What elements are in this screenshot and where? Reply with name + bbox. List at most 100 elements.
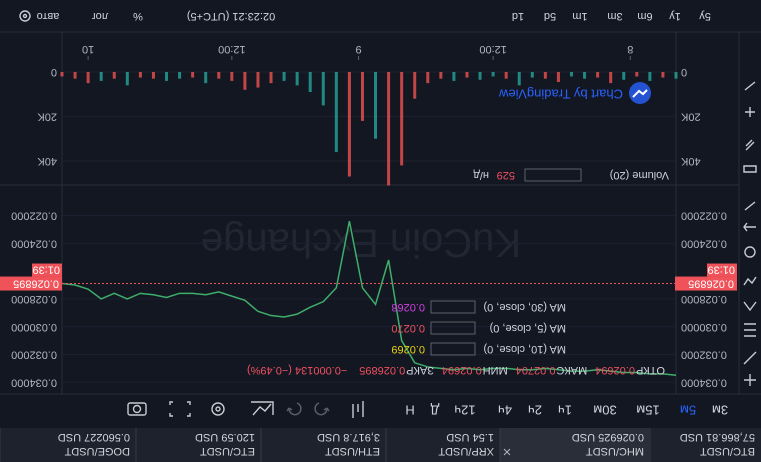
x-tick-label: 9 xyxy=(355,43,361,55)
indicator-controls[interactable] xyxy=(430,342,476,356)
interval-button[interactable]: 4ч xyxy=(498,403,512,418)
indicator-value: 0.0269 xyxy=(391,343,425,355)
volume-bar xyxy=(478,72,482,80)
range-button[interactable]: 1y xyxy=(669,10,681,22)
indicator-controls[interactable] xyxy=(430,300,476,314)
y-tick-label: 0 xyxy=(51,66,57,78)
volume-bar xyxy=(491,72,495,77)
tab-price: 1.54 USD xyxy=(446,431,494,443)
volume-bar xyxy=(191,72,195,78)
y-tick-label: 0.024000 xyxy=(11,237,57,249)
tab-symbol[interactable]: MHC/USDT xyxy=(586,445,644,457)
interval-button[interactable]: 30м xyxy=(593,403,616,418)
volume-bar xyxy=(452,72,456,81)
countdown-box xyxy=(707,263,737,277)
tab-selected-bg xyxy=(500,428,650,462)
volume-bar xyxy=(86,72,90,84)
ohlc-value: 0.026895 xyxy=(359,364,405,376)
indicator-name[interactable]: MA (30, close, 0) xyxy=(483,301,566,313)
indicator-controls[interactable] xyxy=(430,321,476,335)
volume-bar xyxy=(413,72,417,99)
tab-price: 0.560227 USD xyxy=(58,431,130,443)
interval-button[interactable]: Д xyxy=(430,403,439,418)
volume-bar xyxy=(125,72,129,86)
ohlc-value: 0.02694 xyxy=(442,364,482,376)
indicator-name[interactable]: MA (10, close, 0) xyxy=(483,343,566,355)
tab-close[interactable] xyxy=(503,448,511,456)
y-tick-label: 40K xyxy=(680,155,700,167)
last-price-box xyxy=(675,276,737,291)
interval-button[interactable]: 12ч xyxy=(454,403,475,418)
tab-symbol[interactable]: XRP/USDT xyxy=(438,445,494,457)
ohlc-value: 0.02704 xyxy=(516,364,556,376)
volume-bar xyxy=(465,72,469,78)
scale-option[interactable]: лог xyxy=(92,10,109,22)
tab-symbol[interactable]: ETC/USDT xyxy=(200,445,255,457)
volume-bar xyxy=(295,72,299,86)
volume-bar xyxy=(321,72,325,106)
tab-price: 0.026925 USD xyxy=(572,431,644,443)
watermark: KuCoin Exchange xyxy=(201,220,521,264)
interval-button[interactable]: Н xyxy=(405,403,414,418)
y-tick-label: 20K xyxy=(37,111,57,123)
range-button[interactable]: 1d xyxy=(512,10,524,22)
volume-bar xyxy=(504,72,508,79)
price-line xyxy=(61,220,677,377)
volume-bar xyxy=(374,72,378,139)
ohlc-change: −0.000134 (−0.49%) xyxy=(247,364,347,376)
tab-symbol[interactable]: DOGE/USDT xyxy=(64,445,130,457)
x-tick-label: 12:00 xyxy=(479,43,507,55)
range-button[interactable]: 6m xyxy=(637,10,652,22)
drawing-tools[interactable] xyxy=(743,81,757,386)
volume-bar xyxy=(165,72,169,81)
countdown: 01:39 xyxy=(707,264,735,276)
interval-button[interactable]: 5м xyxy=(680,403,696,418)
tab-symbol[interactable]: ETH/USDT xyxy=(325,445,380,457)
indicator-name[interactable]: MA (5, close, 0) xyxy=(490,322,566,334)
range-button[interactable]: 1m xyxy=(572,10,587,22)
volume-bar xyxy=(138,72,142,78)
range-button[interactable]: 5y xyxy=(699,10,711,22)
volume-bar xyxy=(648,72,652,81)
volume-bar xyxy=(530,72,534,78)
y-tick-label: 0.028000 xyxy=(11,293,57,305)
tab-symbol[interactable]: BTC/USDT xyxy=(700,445,755,457)
tab-price: 120.59 USD xyxy=(195,431,255,443)
y-tick-label: 0.030000 xyxy=(681,321,727,333)
ohlc-value: 0.02694 xyxy=(595,364,635,376)
scale-option[interactable]: % xyxy=(133,10,143,22)
ohlc-label: МАКС xyxy=(556,364,587,376)
toolbar-icons[interactable] xyxy=(127,401,364,418)
y-tick-label: 0.034000 xyxy=(11,376,57,388)
interval-button[interactable]: 15м xyxy=(636,403,659,418)
y-tick-label: 0.022000 xyxy=(681,210,727,222)
volume-bar xyxy=(112,72,116,79)
y-tick-label: 0 xyxy=(681,66,687,78)
scale-option[interactable]: авто xyxy=(37,10,60,22)
volume-bar xyxy=(230,72,234,81)
tab-price: 3,917.8 USD xyxy=(317,431,380,443)
interval-button[interactable]: 1ч xyxy=(558,403,572,418)
volume-bar xyxy=(426,72,430,84)
indicator-value: 0.0270 xyxy=(391,322,425,334)
ohlc-label: ЗАКР xyxy=(406,364,434,376)
y-tick-label: 20K xyxy=(680,111,700,123)
interval-button[interactable]: 2ч xyxy=(528,403,542,418)
volume-bar xyxy=(256,72,260,88)
range-button[interactable]: 3m xyxy=(607,10,622,22)
volume-bar xyxy=(204,72,208,84)
volume-bar xyxy=(99,72,103,81)
volume-controls[interactable] xyxy=(524,168,582,182)
volume-bar xyxy=(543,72,547,79)
volume-bar xyxy=(282,72,286,81)
volume-bar xyxy=(387,72,391,186)
tab-price: 57,866.81 USD xyxy=(680,431,755,443)
volume-bar xyxy=(400,72,404,166)
settings-icon[interactable] xyxy=(19,10,31,22)
range-button[interactable]: 5d xyxy=(544,10,556,22)
ohlc-label: МИН xyxy=(483,364,508,376)
last-price-box xyxy=(0,276,62,291)
interval-button[interactable]: 3м xyxy=(712,403,728,418)
